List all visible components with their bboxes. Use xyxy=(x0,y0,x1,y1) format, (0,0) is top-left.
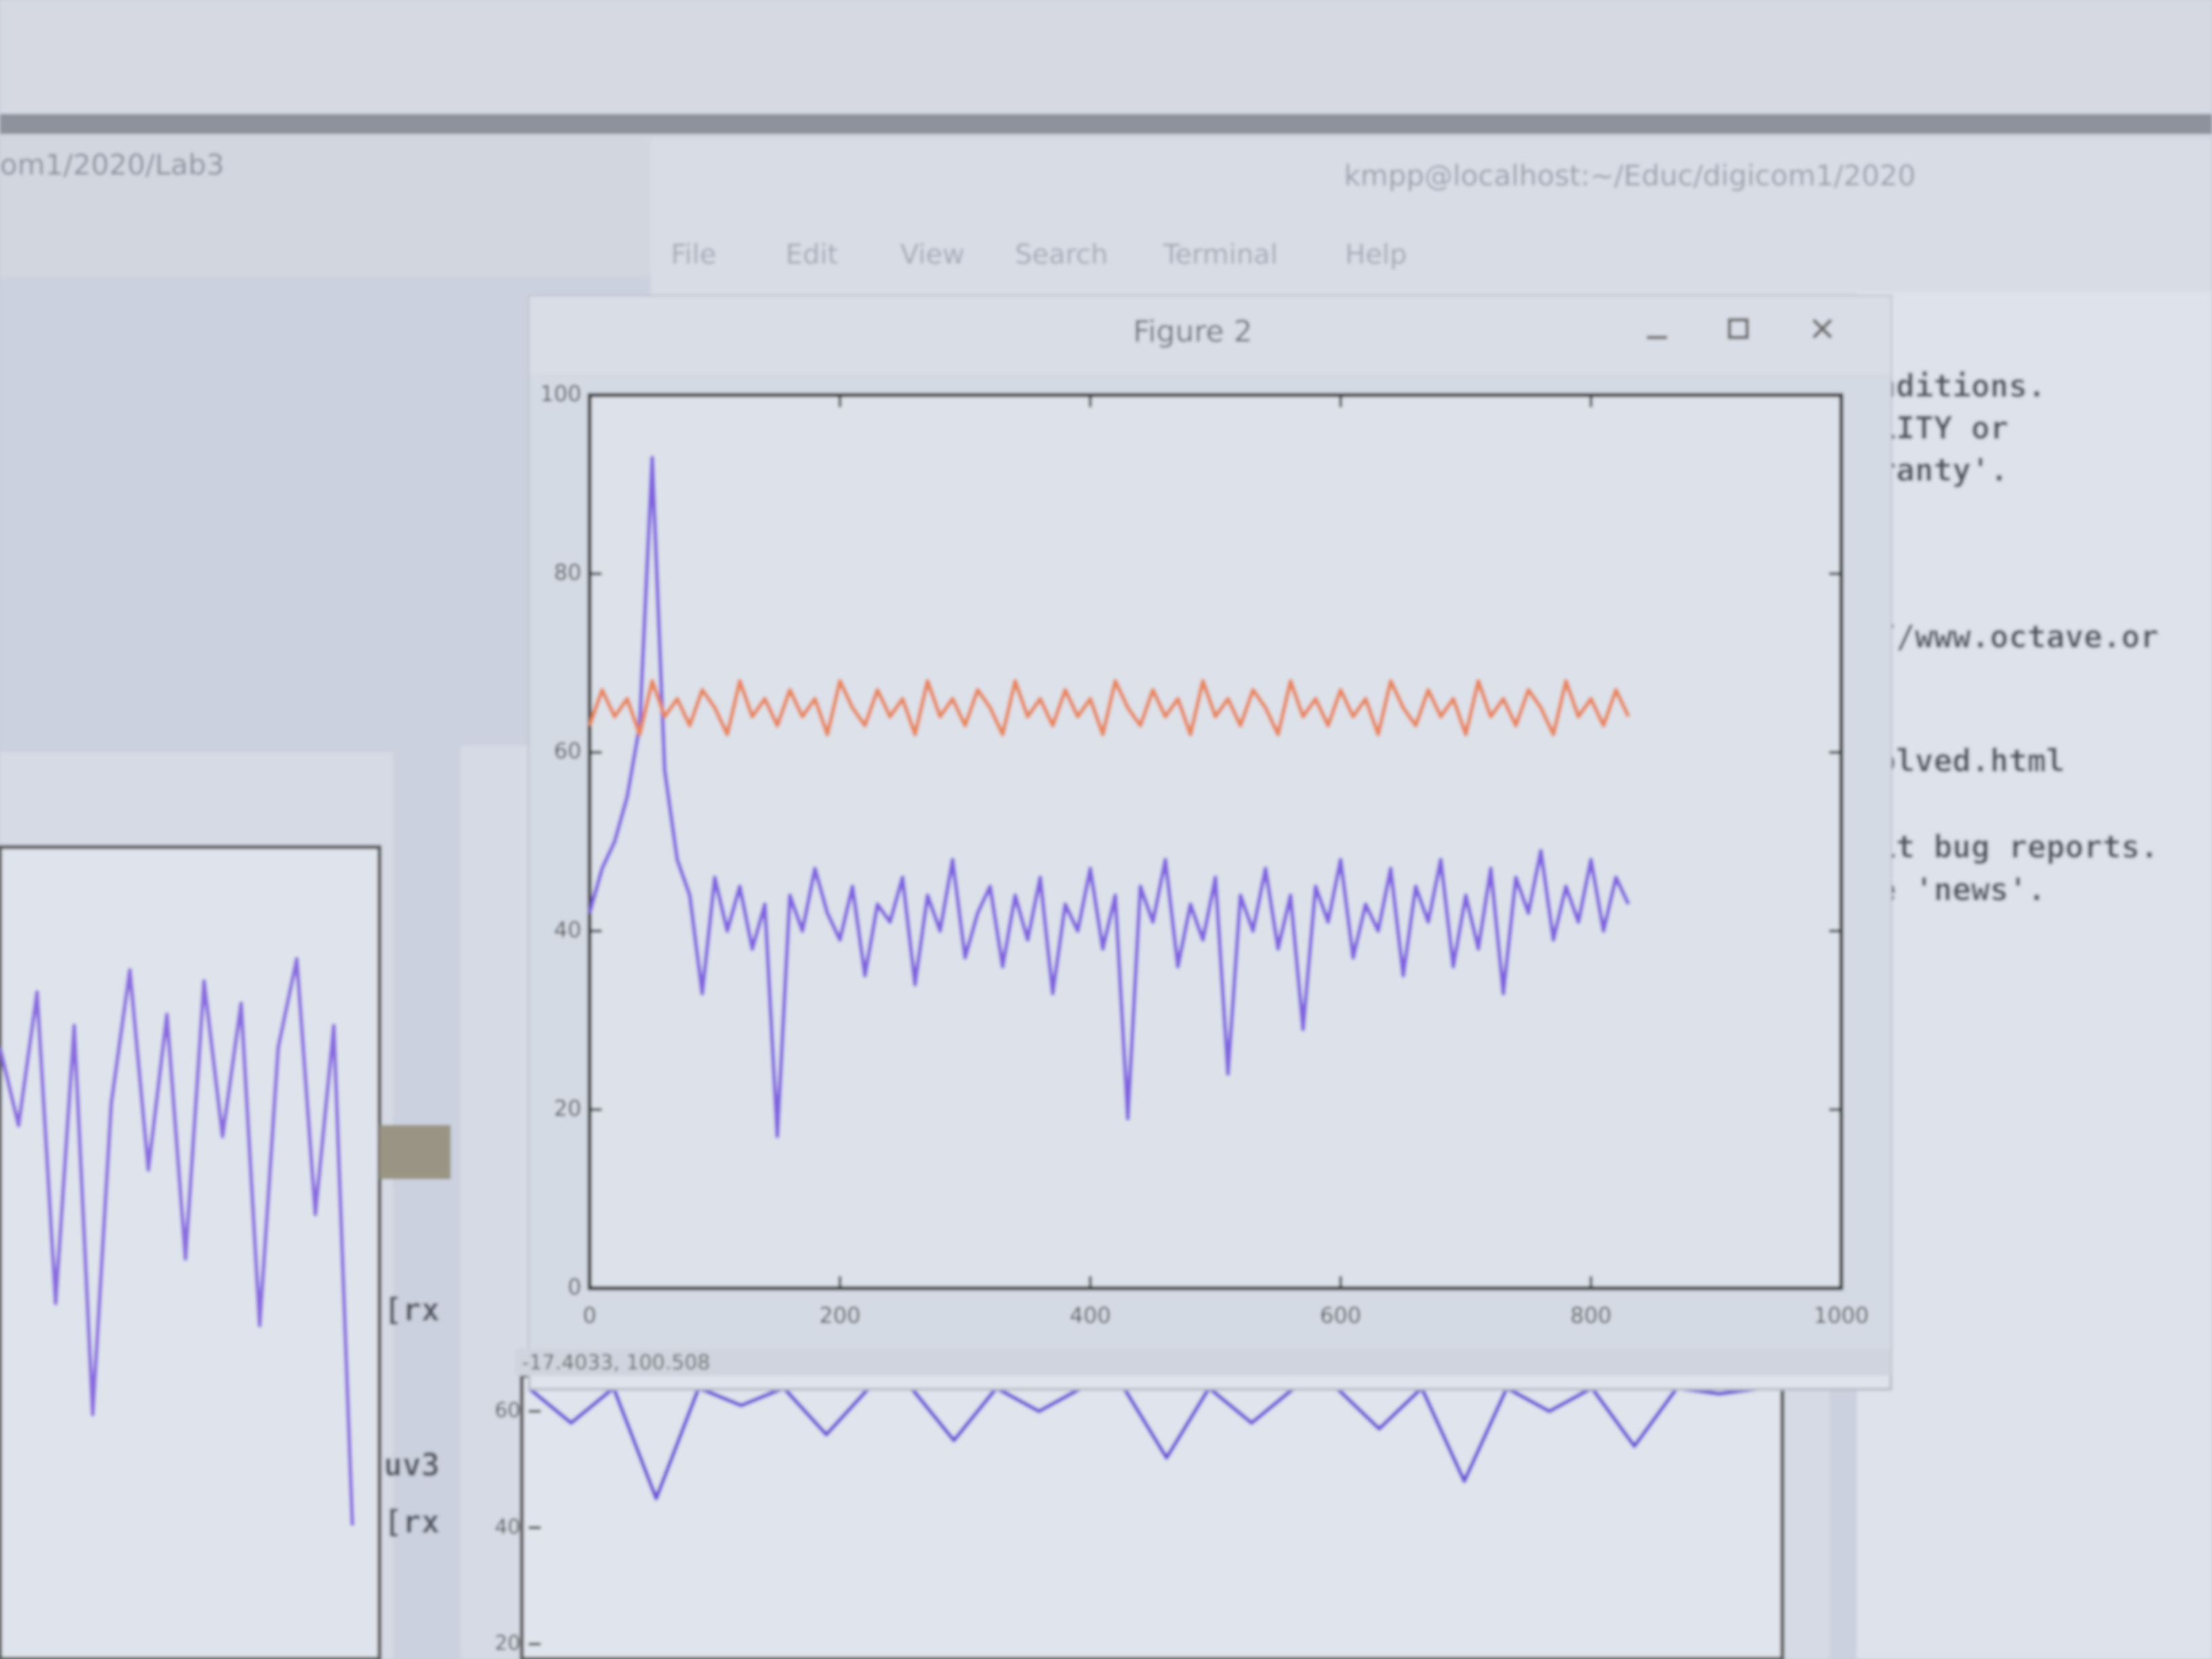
terminal-fragment: uv3 xyxy=(384,1447,440,1483)
y-tick-label: 20 xyxy=(495,1632,520,1656)
close-button[interactable] xyxy=(1812,319,1832,339)
left-fragments: [rx uv3 [rx xyxy=(384,1292,440,1540)
terminal-line: LITY or xyxy=(1877,410,2009,447)
terminal-body xyxy=(1857,291,2212,1659)
figure-title: Figure 2 xyxy=(1133,314,1252,349)
terminal-line: ranty'. xyxy=(1877,452,2009,489)
x-tick-label: 600 xyxy=(1320,1303,1361,1328)
terminal-fragment: [rx xyxy=(384,1292,440,1328)
terminal-line: //www.octave.or xyxy=(1877,619,2158,655)
left-scroll-block xyxy=(380,1125,451,1179)
menu-item[interactable]: Help xyxy=(1345,239,1407,270)
maximize-button[interactable] xyxy=(1727,318,1749,340)
terminal-text: nditions. LITY or ranty'. //www.octave.or ol… xyxy=(1877,368,2158,908)
menu-item[interactable]: View xyxy=(900,239,964,270)
left-window-title: om1/2020/Lab3 xyxy=(0,148,224,182)
y-tick-label: 60 xyxy=(554,738,581,764)
menu-item[interactable]: Search xyxy=(1015,239,1108,270)
terminal-title: kmpp@localhost:~/Educ/digicom1/2020 xyxy=(1344,159,1916,192)
terminal-line: nditions. xyxy=(1877,368,2046,405)
bottom-figure-plot xyxy=(520,1374,1784,1659)
status-bar xyxy=(515,1349,1891,1376)
figure-title-bar xyxy=(529,296,1891,374)
y-tick-label: 20 xyxy=(554,1095,581,1121)
x-tick-label: 200 xyxy=(819,1303,861,1328)
terminal-window xyxy=(651,139,2212,295)
x-tick-label: 0 xyxy=(583,1303,596,1328)
left-figure-plot xyxy=(0,845,382,1659)
y-tick-label: 80 xyxy=(554,560,581,586)
data-line xyxy=(588,455,1631,1139)
menu-bar: File Edit View Search Terminal Help xyxy=(671,239,1407,270)
terminal-line: it bug reports. xyxy=(1877,829,2158,865)
y-tick-label: 60 xyxy=(495,1399,520,1422)
data-line xyxy=(0,956,354,1526)
terminal-fragment: [rx xyxy=(384,1504,440,1540)
x-tick-label: 800 xyxy=(1570,1303,1612,1328)
top-bezel xyxy=(0,0,2212,115)
menu-item[interactable]: Terminal xyxy=(1162,239,1277,270)
y-tick-label: 0 xyxy=(568,1274,581,1300)
terminal-line: e 'news'. xyxy=(1877,872,2046,908)
y-tick-label: 100 xyxy=(540,381,581,407)
top-bar xyxy=(0,114,2212,134)
menu-item[interactable]: Edit xyxy=(785,239,838,270)
y-tick-label: 40 xyxy=(554,917,581,943)
data-line xyxy=(527,1386,1763,1501)
x-tick-label: 1000 xyxy=(1814,1303,1868,1328)
plot-area xyxy=(588,393,1843,1290)
background-plots: 20 40 60 xyxy=(0,956,1763,1656)
menu-item[interactable]: File xyxy=(671,239,716,270)
x-tick-label: 400 xyxy=(1069,1303,1111,1328)
y-tick-label: 40 xyxy=(495,1515,520,1539)
data-line xyxy=(588,678,1631,737)
terminal-line: olved.html xyxy=(1877,743,2065,779)
status-text: -17.4033, 100.508 xyxy=(522,1351,710,1375)
